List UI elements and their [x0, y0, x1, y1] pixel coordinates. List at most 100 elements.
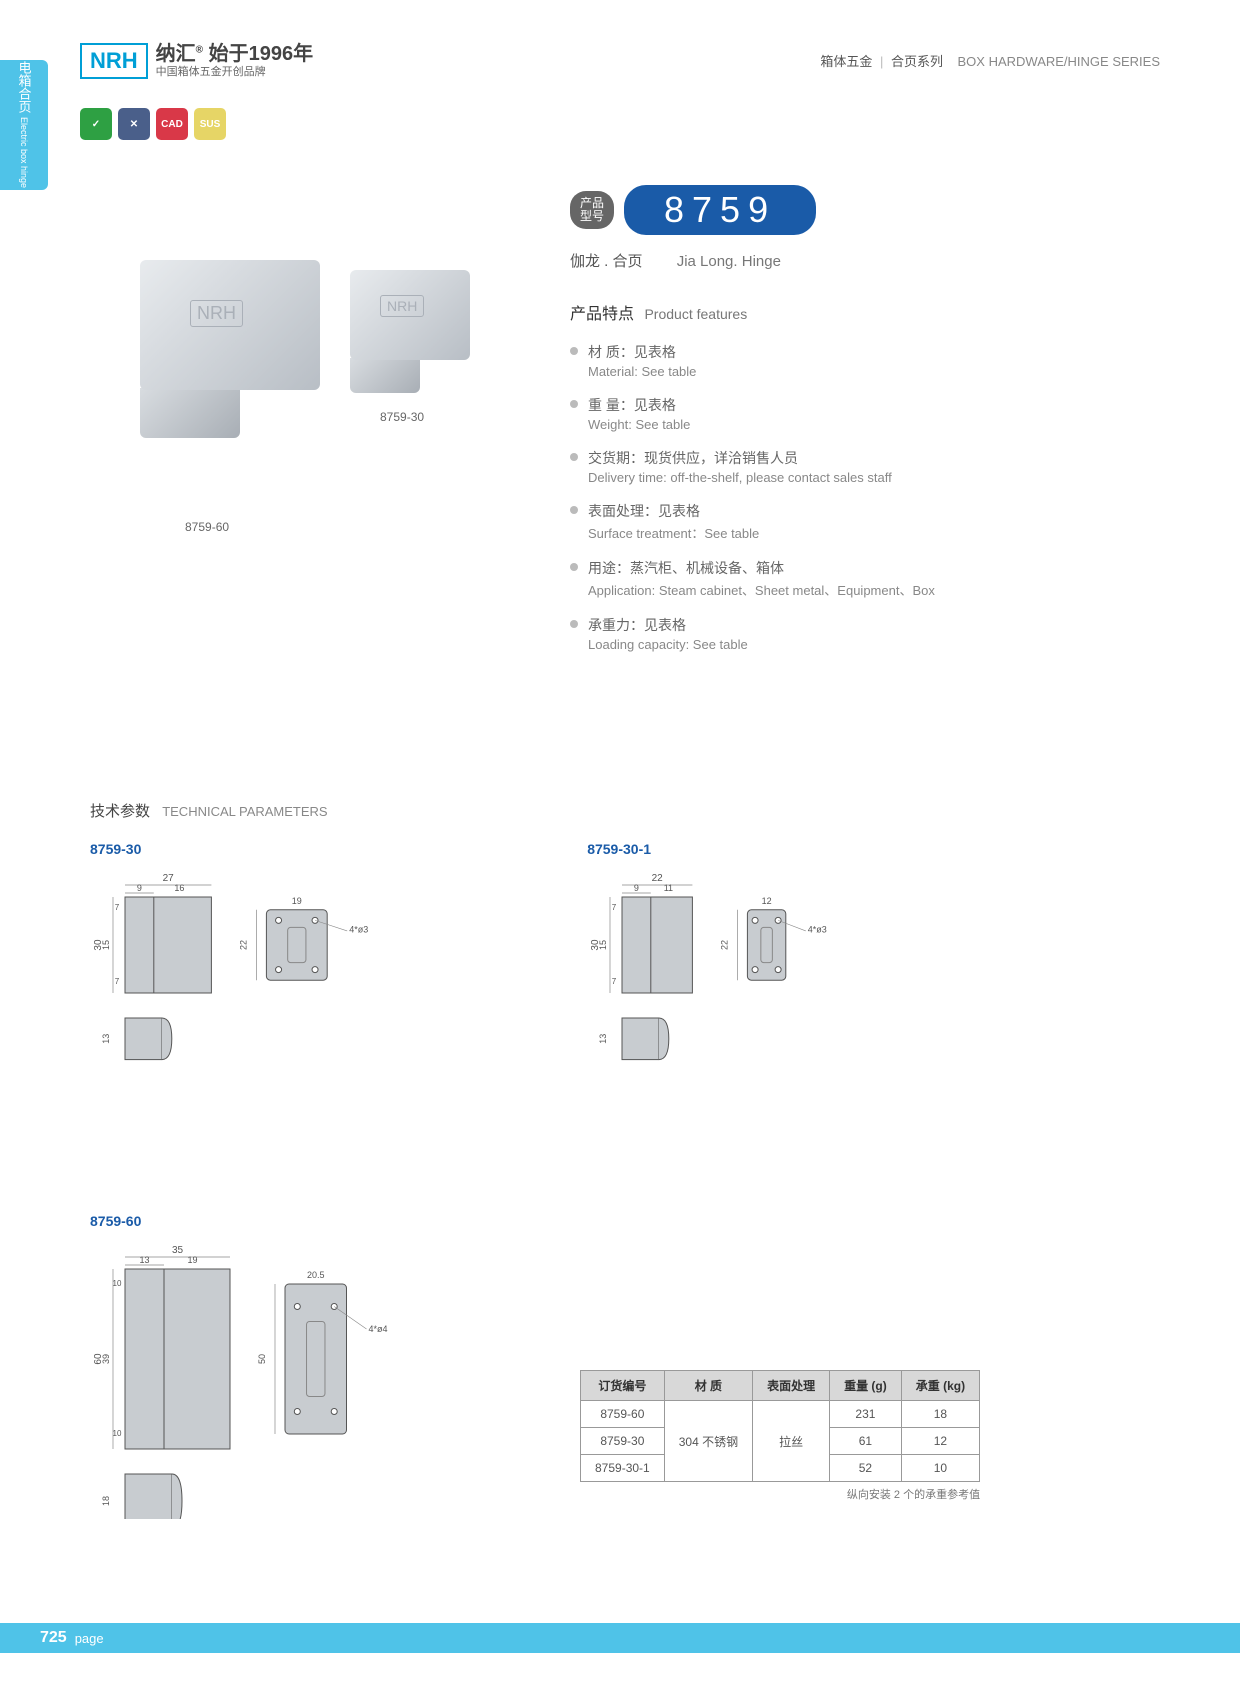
- feat-cn: 交货期：现货供应，详洽销售人员: [588, 448, 1040, 468]
- svg-text:10: 10: [113, 1279, 122, 1288]
- hinge-large: [140, 260, 320, 460]
- features-title-en: Product features: [644, 306, 747, 322]
- spec-td: 8759-30-1: [581, 1455, 665, 1482]
- since-text: 始于1996年: [209, 43, 314, 65]
- svg-text:35: 35: [172, 1245, 184, 1256]
- badge-3: CAD: [156, 108, 188, 140]
- svg-text:13: 13: [139, 1255, 149, 1265]
- svg-text:15: 15: [598, 940, 608, 950]
- feat-en: Loading capacity: See table: [588, 637, 1040, 652]
- svg-text:19: 19: [292, 896, 302, 906]
- svg-text:16: 16: [174, 883, 184, 893]
- spec-td: 18: [901, 1401, 979, 1428]
- drawing-id: 8759-30: [90, 841, 377, 857]
- series-cn: 合页系列: [891, 54, 943, 69]
- spec-td: 61: [830, 1428, 902, 1455]
- page-header: NRH 纳汇® 始于1996年 中国箱体五金开创品牌 箱体五金 | 合页系列 B…: [80, 42, 1160, 79]
- side-tab-cn: 电箱合页: [15, 61, 34, 113]
- svg-text:18: 18: [101, 1496, 111, 1506]
- spec-note: 纵向安装 2 个的承重参考值: [580, 1486, 980, 1502]
- drawing: 8759-30-1 22 9 11 30 15 7 7 12 22: [587, 841, 836, 1063]
- feat-cn: 重 量：见表格: [588, 395, 1040, 415]
- svg-text:39: 39: [101, 1354, 111, 1364]
- svg-text:7: 7: [612, 903, 617, 912]
- category-cn: 箱体五金: [820, 54, 872, 69]
- badges: ✓ ✕ CAD SUS: [80, 108, 226, 140]
- spec-th: 表面处理: [753, 1371, 830, 1401]
- svg-text:11: 11: [664, 883, 673, 893]
- features: 产品特点 Product features 材 质：见表格Material: S…: [570, 300, 1040, 668]
- feat-en: Application: Steam cabinet、Sheet metal、E…: [588, 580, 1040, 599]
- feature-item: 交货期：现货供应，详洽销售人员 Delivery time: off-the-sh…: [570, 448, 1040, 485]
- svg-text:4*ø4: 4*ø4: [369, 1324, 388, 1334]
- spec-td: 52: [830, 1455, 902, 1482]
- hinge-small: [350, 270, 480, 400]
- svg-text:15: 15: [101, 940, 111, 950]
- spec-th: 承重 (kg): [901, 1371, 979, 1401]
- svg-text:7: 7: [612, 977, 617, 986]
- tech-title: 技术参数 TECHNICAL PARAMETERS: [90, 800, 1160, 821]
- img-label-large: 8759-60: [185, 520, 229, 534]
- features-title-cn: 产品特点: [570, 306, 634, 323]
- badge-2: ✕: [118, 108, 150, 140]
- feature-item: 表面处理：见表格Surface treatment：See table: [570, 501, 1040, 542]
- svg-text:7: 7: [115, 903, 120, 912]
- spec-th: 重量 (g): [830, 1371, 902, 1401]
- page-number: 725: [40, 1629, 67, 1647]
- drawing-svg: 35 13 19 60 39 10 10 20.5 50 4*ø4 18: [90, 1239, 397, 1519]
- brand-cn: 纳汇: [156, 43, 196, 65]
- svg-text:13: 13: [598, 1034, 608, 1044]
- spec-td: 304 不锈钢: [664, 1401, 752, 1482]
- feature-item: 承重力：见表格 Loading capacity: See table: [570, 615, 1040, 652]
- svg-text:4*ø3: 4*ø3: [349, 924, 368, 934]
- tech-title-cn: 技术参数: [90, 803, 150, 820]
- svg-text:22: 22: [652, 873, 664, 884]
- feature-item: 用途：蒸汽柜、机械设备、箱体Application: Steam cabinet…: [570, 558, 1040, 599]
- spec-td: 10: [901, 1455, 979, 1482]
- svg-text:10: 10: [113, 1429, 122, 1438]
- side-tab: 电箱合页 Electric box hinge: [0, 60, 48, 190]
- svg-text:9: 9: [634, 883, 639, 893]
- spec-td: 拉丝: [753, 1401, 830, 1482]
- feat-cn: 承重力：见表格: [588, 615, 1040, 635]
- feat-en: Weight: See table: [588, 417, 1040, 432]
- tech-title-en: TECHNICAL PARAMETERS: [162, 804, 327, 819]
- product-name: 伽龙 . 合页 Jia Long. Hinge: [570, 250, 781, 271]
- prod-name-cn: 伽龙 . 合页: [570, 253, 643, 270]
- tagline: 中国箱体五金开创品牌: [156, 66, 313, 79]
- drawing: 8759-30 27 9 16 30 15 7 7 19 22 4*: [90, 841, 377, 1063]
- drawing-id: 8759-30-1: [587, 841, 836, 857]
- spec-th: 订货编号: [581, 1371, 665, 1401]
- side-tab-en: Electric box hinge: [19, 117, 29, 188]
- feature-item: 重 量：见表格 Weight: See table: [570, 395, 1040, 432]
- svg-text:12: 12: [762, 896, 772, 906]
- model-label: 产品型号: [570, 191, 614, 229]
- spec-table: 订货编号材 质表面处理重量 (g)承重 (kg)8759-60304 不锈钢拉丝…: [580, 1370, 980, 1502]
- model-box: 产品型号 8759: [570, 185, 816, 235]
- prod-name-en: Jia Long. Hinge: [677, 253, 781, 270]
- page-footer: 725 page: [0, 1623, 1240, 1653]
- drawing-svg: 27 9 16 30 15 7 7 19 22 4*ø3 13: [90, 867, 377, 1063]
- feat-en: Surface treatment：See table: [588, 523, 1040, 542]
- drawing: 8759-60 35 13 19 60 39 10 10 20.5 50: [90, 1213, 397, 1519]
- svg-text:13: 13: [101, 1034, 111, 1044]
- svg-text:27: 27: [163, 873, 175, 884]
- svg-text:7: 7: [115, 977, 120, 986]
- spec-td: 8759-30: [581, 1428, 665, 1455]
- feat-en: Material: See table: [588, 364, 1040, 379]
- img-label-small: 8759-30: [380, 410, 424, 424]
- logo-mark: NRH: [80, 43, 148, 79]
- header-category: 箱体五金 | 合页系列 BOX HARDWARE/HINGE SERIES: [820, 51, 1160, 70]
- badge-1: ✓: [80, 108, 112, 140]
- features-title: 产品特点 Product features: [570, 300, 1040, 324]
- spec-td: 231: [830, 1401, 902, 1428]
- svg-text:22: 22: [720, 940, 730, 950]
- drawing-id: 8759-60: [90, 1213, 397, 1229]
- feat-en: Delivery time: off-the-shelf, please con…: [588, 470, 1040, 485]
- logo-text: 纳汇® 始于1996年 中国箱体五金开创品牌: [156, 42, 313, 79]
- feature-item: 材 质：见表格Material: See table: [570, 342, 1040, 379]
- series-en: BOX HARDWARE/HINGE SERIES: [958, 54, 1161, 69]
- svg-text:22: 22: [238, 940, 248, 950]
- model-number: 8759: [624, 185, 816, 235]
- badge-4: SUS: [194, 108, 226, 140]
